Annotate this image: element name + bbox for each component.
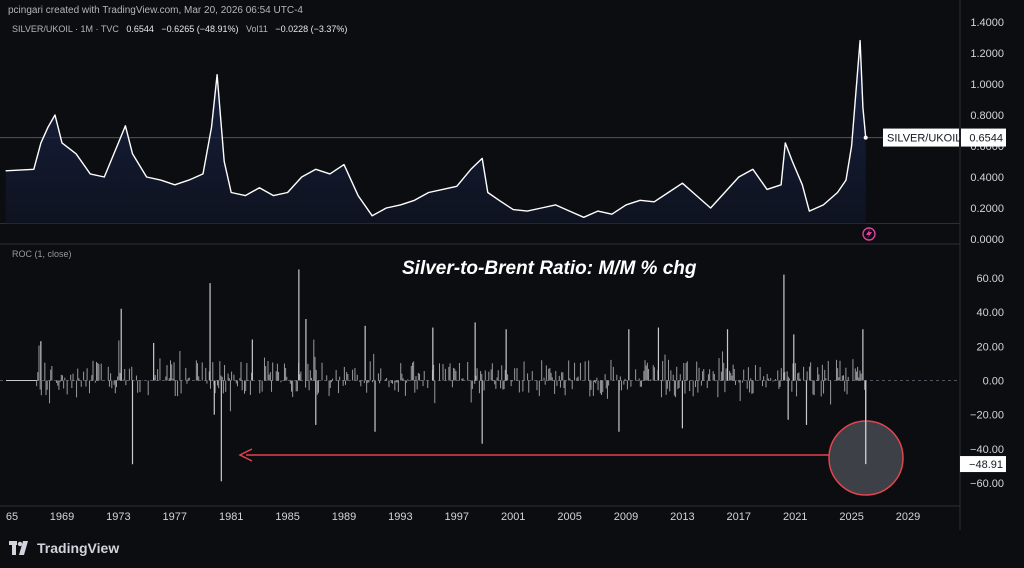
time-axis-tick: 2001 — [501, 511, 525, 523]
time-axis-tick: 1985 — [275, 511, 299, 523]
price-symbol-tag-label: SILVER/UKOIL — [887, 133, 961, 145]
price-change: −0.6265 (−48.91%) — [161, 24, 239, 34]
roc-axis-tick: −20.00 — [970, 410, 1004, 422]
price-symbol-tag — [883, 128, 959, 147]
price-axis-tick: 1.4000 — [970, 17, 1004, 29]
price-value-tag — [961, 128, 1006, 147]
last-value: 0.6544 — [126, 24, 154, 34]
price-axis-tick: 0.2000 — [970, 203, 1004, 215]
time-axis-tick: 1989 — [332, 511, 356, 523]
roc-axis-tick: 60.00 — [976, 273, 1004, 285]
price-axis-tick: 0.4000 — [970, 172, 1004, 184]
arrow-head — [238, 448, 253, 462]
last-price-dot — [863, 135, 868, 140]
time-axis-tick: 2005 — [557, 511, 581, 523]
price-axis-tick: 1.0000 — [970, 79, 1004, 91]
lightning-icon — [862, 227, 876, 241]
time-axis-tick: 2025 — [839, 511, 863, 523]
roc-value-tag-label: −48.91 — [969, 459, 1003, 471]
tradingview-logo-icon — [9, 541, 31, 555]
symbol-legend: SILVER/UKOIL · 1M · TVC 0.6544 −0.6265 (… — [12, 24, 352, 34]
overlay-title: Silver-to-Brent Ratio: M/M % chg — [402, 258, 697, 279]
price-axis-tick: 0.8000 — [970, 110, 1004, 122]
roc-axis-tick: −40.00 — [970, 444, 1004, 456]
roc-axis-tick: −60.00 — [970, 478, 1004, 490]
creator-note: pcingari created with TradingView.com, M… — [8, 5, 303, 16]
time-axis-tick: 1993 — [388, 511, 412, 523]
vol-label: Vol11 — [246, 24, 268, 34]
tradingview-brand[interactable]: TradingView — [9, 540, 119, 556]
price-value-tag-label: 0.6544 — [969, 133, 1003, 145]
roc-value-tag — [960, 456, 1006, 473]
roc-axis-tick: 0.00 — [983, 376, 1004, 388]
time-axis-tick: 2029 — [896, 511, 920, 523]
annotation-layer — [238, 380, 904, 496]
roc-indicator-title[interactable]: ROC (1, close) — [12, 249, 72, 259]
symbol-name[interactable]: SILVER/UKOIL · 1M · TVC — [12, 24, 119, 34]
time-axis-tick: 1977 — [163, 511, 187, 523]
price-axis-tick: 0.0000 — [970, 234, 1004, 246]
brand-name: TradingView — [37, 540, 120, 556]
time-axis-tick: 2017 — [727, 511, 751, 523]
time-axis-tick: 1997 — [445, 511, 469, 523]
time-axis-tick: 2009 — [614, 511, 638, 523]
price-axis-tick: 1.2000 — [970, 48, 1004, 60]
chart-canvas[interactable]: 1.40001.20001.00000.80000.60000.40000.20… — [0, 0, 1024, 530]
time-axis-tick: 65 — [6, 511, 18, 523]
axes: 1.40001.20001.00000.80000.60000.40000.20… — [6, 17, 1006, 523]
price-series-line — [5, 39, 867, 218]
vol-change: −0.0228 (−3.37%) — [275, 24, 348, 34]
price-area-fill — [5, 40, 866, 224]
price-pane — [0, 39, 960, 241]
time-axis-tick: 1981 — [219, 511, 243, 523]
time-axis-tick: 2013 — [670, 511, 694, 523]
time-axis-tick: 1969 — [50, 511, 74, 523]
roc-axis-tick: 40.00 — [976, 307, 1004, 319]
time-axis-tick: 1973 — [106, 511, 130, 523]
roc-pane — [0, 269, 960, 482]
time-axis-tick: 2021 — [783, 511, 807, 523]
roc-axis-tick: 20.00 — [976, 341, 1004, 353]
